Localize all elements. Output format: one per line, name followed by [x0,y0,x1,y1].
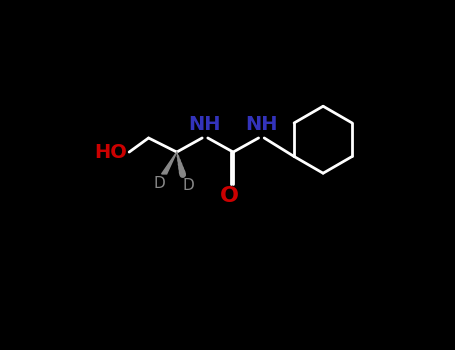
Text: HO: HO [94,142,126,162]
Text: NH: NH [245,115,278,134]
Polygon shape [162,152,177,174]
Text: NH: NH [189,115,221,134]
Text: D: D [182,178,194,193]
Text: O: O [219,186,238,205]
Text: D: D [153,176,165,191]
